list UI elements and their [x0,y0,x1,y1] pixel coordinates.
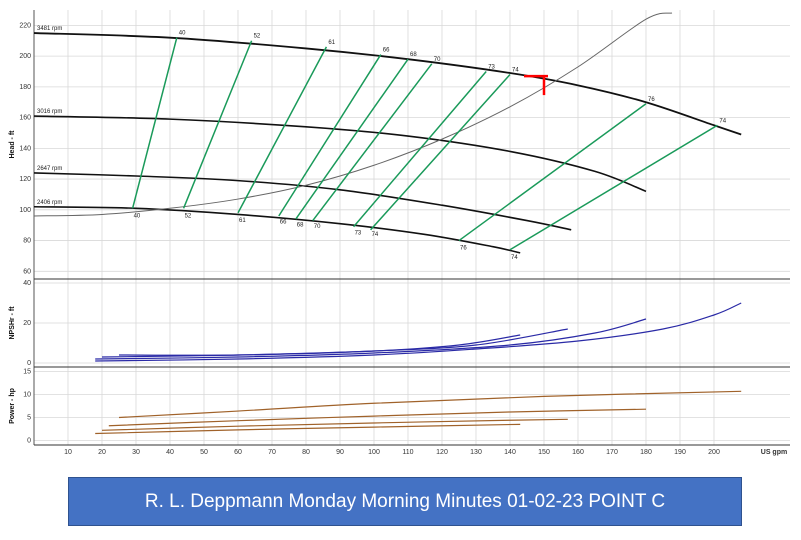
speed-curve [33,115,647,193]
power-curve [101,418,568,431]
x-tick-label: 80 [302,449,310,456]
efficiency-label: 74 [372,232,379,238]
efficiency-label: 70 [314,224,321,230]
efficiency-label: 74 [512,68,519,74]
efficiency-line [237,46,328,214]
speed-curve-label: 3481 rpm [37,26,62,32]
efficiency-label: 40 [134,213,141,219]
y-tick-label: 80 [23,238,31,245]
speed-curve-label: 2406 rpm [37,200,62,206]
x-tick-label: 140 [504,449,516,456]
efficiency-label: 61 [328,40,335,46]
y-axis-title: Head - ft [9,130,16,159]
caption-banner: R. L. Deppmann Monday Morning Minutes 01… [68,477,742,526]
y-tick-label: 140 [19,145,31,152]
efficiency-line [509,124,718,251]
efficiency-label: 61 [239,218,246,224]
efficiency-label: 70 [434,57,441,63]
x-tick-label: 180 [640,449,652,456]
grid [33,10,790,446]
x-tick-label: 60 [234,449,242,456]
y-tick-label: 0 [27,360,31,367]
x-tick-label: 20 [98,449,106,456]
efficiency-line [295,58,409,220]
efficiency-label: 52 [254,34,261,40]
efficiency-line [278,54,382,217]
speed-curve-label: 3016 rpm [37,109,62,115]
efficiency-label: 40 [179,31,186,37]
npshr-curve [95,318,647,360]
efficiency-label: 76 [648,97,655,103]
y-axis-title: Power - hp [9,388,16,424]
x-tick-label: 100 [368,449,380,456]
efficiency-line [312,63,433,222]
npshr-curve [95,302,742,362]
y-tick-label: 20 [23,320,31,327]
efficiency-label: 66 [280,220,287,226]
efficiency-label: 68 [410,52,417,58]
efficiency-label: 76 [460,246,467,252]
y-tick-label: 0 [27,437,31,444]
efficiency-line [131,37,178,209]
y-tick-label: 120 [19,176,31,183]
speed-curve [33,172,572,231]
efficiency-label: 73 [355,230,362,236]
x-tick-label: 120 [436,449,448,456]
x-tick-label: 50 [200,449,208,456]
efficiency-line [182,40,253,209]
y-tick-label: 40 [23,280,31,287]
speed-curve [33,32,742,136]
y-tick-label: 220 [19,22,31,29]
y-tick-label: 160 [19,115,31,122]
x-axis-unit: US gpm [761,449,787,456]
power-curve [95,423,521,435]
efficiency-label: 74 [511,255,518,261]
power-curve [108,408,647,427]
x-tick-label: 40 [166,449,174,456]
series-layer [33,12,742,435]
efficiency-label: 74 [719,118,726,124]
x-tick-label: 130 [470,449,482,456]
efficiency-line [370,74,511,231]
y-tick-label: 200 [19,53,31,60]
x-tick-label: 200 [708,449,720,456]
y-tick-label: 10 [23,392,31,399]
efficiency-label: 52 [185,213,192,219]
x-tick-label: 90 [336,449,344,456]
x-tick-label: 70 [268,449,276,456]
efficiency-label: 68 [297,223,304,229]
efficiency-line [458,103,647,242]
system-curve [33,12,673,217]
power-curve [118,390,742,419]
speed-curve [33,205,521,254]
y-tick-label: 5 [27,414,31,421]
y-axis-title: NPSHr - ft [9,306,16,340]
y-tick-label: 60 [23,268,31,275]
x-tick-label: 190 [674,449,686,456]
x-tick-label: 30 [132,449,140,456]
x-tick-label: 10 [64,449,72,456]
x-tick-label: 110 [402,449,413,456]
efficiency-line [353,70,487,228]
efficiency-label: 73 [488,64,495,70]
y-tick-label: 100 [19,207,31,214]
x-tick-label: 160 [572,449,584,456]
y-tick-label: 180 [19,84,31,91]
speed-curve-label: 2647 rpm [37,166,62,172]
x-tick-label: 150 [538,449,550,456]
npshr-curve [118,334,521,356]
efficiency-label: 66 [383,48,390,54]
y-tick-label: 15 [23,369,31,376]
x-tick-label: 170 [606,449,618,456]
